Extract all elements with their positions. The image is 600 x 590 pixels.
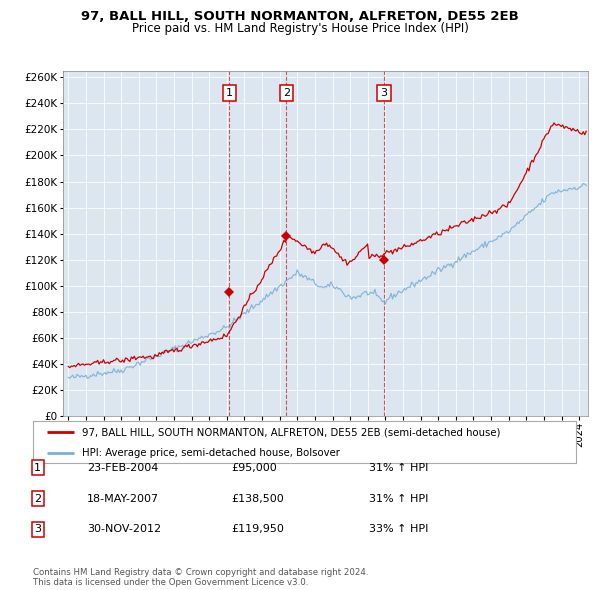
Text: 23-FEB-2004: 23-FEB-2004 — [87, 463, 158, 473]
Text: 1: 1 — [34, 463, 41, 473]
Text: Price paid vs. HM Land Registry's House Price Index (HPI): Price paid vs. HM Land Registry's House … — [131, 22, 469, 35]
Text: Contains HM Land Registry data © Crown copyright and database right 2024.
This d: Contains HM Land Registry data © Crown c… — [33, 568, 368, 587]
Text: 97, BALL HILL, SOUTH NORMANTON, ALFRETON, DE55 2EB: 97, BALL HILL, SOUTH NORMANTON, ALFRETON… — [81, 10, 519, 23]
Text: 97, BALL HILL, SOUTH NORMANTON, ALFRETON, DE55 2EB (semi-detached house): 97, BALL HILL, SOUTH NORMANTON, ALFRETON… — [82, 427, 500, 437]
Text: £138,500: £138,500 — [231, 494, 284, 503]
Text: 2: 2 — [283, 88, 290, 98]
Text: 30-NOV-2012: 30-NOV-2012 — [87, 525, 161, 534]
Text: 2: 2 — [34, 494, 41, 503]
Text: 18-MAY-2007: 18-MAY-2007 — [87, 494, 159, 503]
Text: HPI: Average price, semi-detached house, Bolsover: HPI: Average price, semi-detached house,… — [82, 448, 340, 457]
Text: £95,000: £95,000 — [231, 463, 277, 473]
Text: 3: 3 — [380, 88, 388, 98]
Text: 31% ↑ HPI: 31% ↑ HPI — [369, 463, 428, 473]
Text: 3: 3 — [34, 525, 41, 534]
Text: £119,950: £119,950 — [231, 525, 284, 534]
Text: 33% ↑ HPI: 33% ↑ HPI — [369, 525, 428, 534]
Text: 1: 1 — [226, 88, 233, 98]
Text: 31% ↑ HPI: 31% ↑ HPI — [369, 494, 428, 503]
